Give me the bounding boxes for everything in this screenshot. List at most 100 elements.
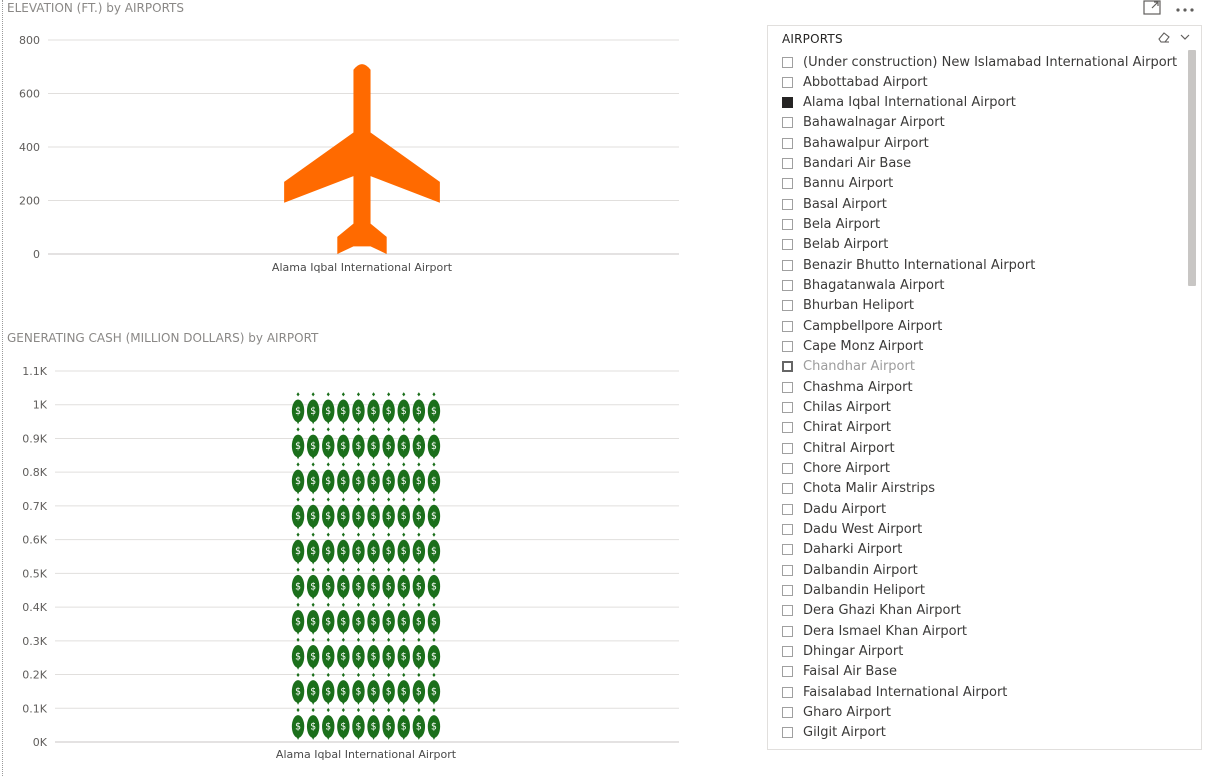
slicer-checkbox[interactable] [782, 402, 793, 414]
svg-text:$: $ [325, 406, 331, 417]
slicer-checkbox[interactable] [782, 442, 793, 454]
slicer-item[interactable]: Dadu Airport [782, 499, 886, 519]
slicer-checkbox[interactable] [782, 707, 793, 719]
slicer-checkbox[interactable] [782, 259, 793, 271]
slicer-item-label: (Under construction) New Islamabad Inter… [803, 54, 1178, 70]
money-bag-icon: $ [352, 602, 365, 635]
slicer-checkbox[interactable] [782, 341, 793, 353]
slicer-item[interactable]: Bhurban Heliport [782, 296, 914, 316]
slicer-item[interactable]: Cape Monz Airport [782, 337, 923, 357]
slicer-item-label: Dera Ismael Khan Airport [803, 623, 968, 639]
slicer-item-label: Daharki Airport [803, 542, 903, 558]
slicer-checkbox[interactable] [782, 646, 793, 658]
slicer-item[interactable]: Benazir Bhutto International Airport [782, 255, 1035, 275]
money-bag-icon: $ [322, 427, 335, 460]
cash-y-tick-label: 0.8K [22, 466, 47, 479]
slicer-item[interactable]: Chandhar Airport [782, 357, 915, 377]
svg-text:$: $ [401, 651, 407, 662]
money-bag-icon: $ [412, 567, 426, 600]
slicer-item[interactable]: Chashma Airport [782, 377, 913, 397]
slicer-item[interactable]: Alama Iqbal International Airport [782, 93, 1016, 113]
slicer-checkbox[interactable] [782, 97, 793, 109]
slicer-item[interactable]: Chilas Airport [782, 398, 891, 418]
elevation-bar[interactable] [284, 64, 440, 254]
slicer-checkbox[interactable] [782, 198, 793, 210]
chevron-down-icon[interactable] [1179, 31, 1191, 46]
slicer-checkbox[interactable] [782, 422, 793, 434]
slicer-item[interactable]: Abbottabad Airport [782, 72, 928, 92]
svg-text:$: $ [401, 722, 407, 733]
slicer-item[interactable]: Dhingar Airport [782, 642, 903, 662]
slicer-checkbox[interactable] [782, 605, 793, 617]
slicer-checkbox[interactable] [782, 524, 793, 536]
svg-text:$: $ [355, 581, 361, 592]
slicer-item[interactable]: Gharo Airport [782, 703, 891, 723]
slicer-checkbox[interactable] [782, 76, 793, 88]
slicer-checkbox[interactable] [782, 625, 793, 637]
slicer-item[interactable]: Basal Airport [782, 194, 887, 214]
slicer-item[interactable]: Dalbandin Airport [782, 560, 918, 580]
slicer-item[interactable]: Bahawalnagar Airport [782, 113, 945, 133]
slicer-item[interactable]: (Under construction) New Islamabad Inter… [782, 52, 1177, 72]
slicer-checkbox[interactable] [782, 544, 793, 556]
money-bag-icon: $ [397, 672, 410, 705]
slicer-item[interactable]: Bahawalpur Airport [782, 133, 929, 153]
money-bag-icon: $ [427, 532, 441, 565]
slicer-checkbox[interactable] [782, 320, 793, 332]
slicer-checkbox[interactable] [782, 280, 793, 292]
eraser-icon[interactable] [1157, 31, 1171, 46]
svg-text:$: $ [295, 722, 301, 733]
slicer-item[interactable]: Chore Airport [782, 459, 890, 479]
more-options-icon[interactable] [1175, 0, 1195, 18]
slicer-item[interactable]: Faisal Air Base [782, 662, 897, 682]
slicer-checkbox[interactable] [782, 178, 793, 190]
slicer-item[interactable]: Bela Airport [782, 215, 880, 235]
slicer-item[interactable]: Dalbandin Heliport [782, 581, 925, 601]
slicer-item[interactable]: Bhagatanwala Airport [782, 276, 944, 296]
slicer-checkbox[interactable] [782, 727, 793, 739]
svg-text:$: $ [355, 616, 361, 627]
money-bag-icon: $ [322, 392, 335, 425]
slicer-checkbox[interactable] [782, 158, 793, 170]
slicer-checkbox[interactable] [782, 361, 793, 373]
slicer-item-label: Gharo Airport [803, 705, 891, 721]
slicer-checkbox[interactable] [782, 564, 793, 576]
slicer-item[interactable]: Dadu West Airport [782, 520, 922, 540]
slicer-checkbox[interactable] [782, 585, 793, 597]
slicer-checkbox[interactable] [782, 686, 793, 698]
slicer-checkbox[interactable] [782, 239, 793, 251]
slicer-item[interactable]: Daharki Airport [782, 540, 902, 560]
svg-text:$: $ [295, 616, 301, 627]
slicer-item[interactable]: Chota Malir Airstrips [782, 479, 935, 499]
slicer-checkbox[interactable] [782, 300, 793, 312]
svg-text:$: $ [355, 441, 361, 452]
airports-slicer: AIRPORTS (Under construction) New Islama… [767, 25, 1202, 750]
slicer-item[interactable]: Faisalabad International Airport [782, 682, 1007, 702]
slicer-checkbox[interactable] [782, 666, 793, 678]
slicer-item[interactable]: Campbellpore Airport [782, 316, 942, 336]
cash-bar[interactable]: $ $ $ $ $ $ $ $ $ $ $ $ $ $ $ $ $ $ $ $ $ $ $ $ $ $ $ $ $ $ $ $ $ $ $ $ $ $ $ $… [291, 392, 441, 740]
slicer-item-label: Alama Iqbal International Airport [803, 95, 1016, 111]
focus-mode-icon[interactable] [1143, 0, 1161, 20]
slicer-checkbox[interactable] [782, 137, 793, 149]
slicer-item[interactable]: Bandari Air Base [782, 154, 911, 174]
money-bag-icon: $ [427, 567, 441, 600]
slicer-checkbox[interactable] [782, 483, 793, 495]
slicer-item-label: Chirat Airport [803, 420, 891, 436]
slicer-item[interactable]: Chirat Airport [782, 418, 891, 438]
slicer-item[interactable]: Chitral Airport [782, 438, 895, 458]
slicer-item[interactable]: Belab Airport [782, 235, 888, 255]
slicer-checkbox[interactable] [782, 117, 793, 129]
slicer-item[interactable]: Bannu Airport [782, 174, 893, 194]
slicer-checkbox[interactable] [782, 503, 793, 515]
slicer-checkbox[interactable] [782, 381, 793, 393]
slicer-item[interactable]: Dera Ismael Khan Airport [782, 621, 967, 641]
slicer-checkbox[interactable] [782, 219, 793, 231]
svg-text:$: $ [295, 406, 301, 417]
slicer-checkbox[interactable] [782, 56, 793, 68]
slicer-checkbox[interactable] [782, 463, 793, 475]
slicer-item[interactable]: Dera Ghazi Khan Airport [782, 601, 961, 621]
slicer-item[interactable]: Gilgit Airport [782, 723, 886, 743]
slicer-scrollbar[interactable] [1188, 50, 1196, 286]
money-bag-icon: $ [322, 707, 335, 740]
